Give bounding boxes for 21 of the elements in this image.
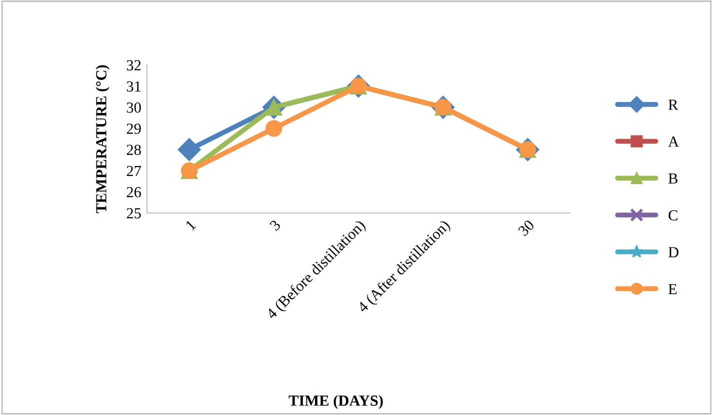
y-tick-label: 28 [126, 144, 141, 156]
legend-label: C [668, 210, 678, 221]
legend-label: E [668, 284, 677, 294]
legend-label: A [668, 136, 679, 147]
y-tick-label: 25 [126, 208, 141, 218]
x-tick-label: 30 [518, 219, 535, 236]
y-axis-title: TEMPERATURE (°C) [96, 65, 110, 214]
y-tick-label: 26 [126, 187, 141, 198]
x-tick-label: 3 [269, 219, 282, 232]
x-tick-label: 1 [185, 220, 196, 231]
y-tick-label: 32 [126, 60, 141, 70]
y-tick-label: 31 [126, 81, 141, 92]
point [266, 120, 282, 137]
legend-label: B [668, 173, 678, 184]
legend-label: D [668, 247, 678, 258]
x-axis-title: TIME (DAYS) [288, 395, 383, 409]
y-tick-label: 29 [126, 124, 141, 134]
y-tick-label: 30 [126, 102, 141, 113]
y-tick-label: 27 [126, 166, 142, 176]
legend-label: R [668, 100, 678, 110]
point [178, 138, 201, 162]
